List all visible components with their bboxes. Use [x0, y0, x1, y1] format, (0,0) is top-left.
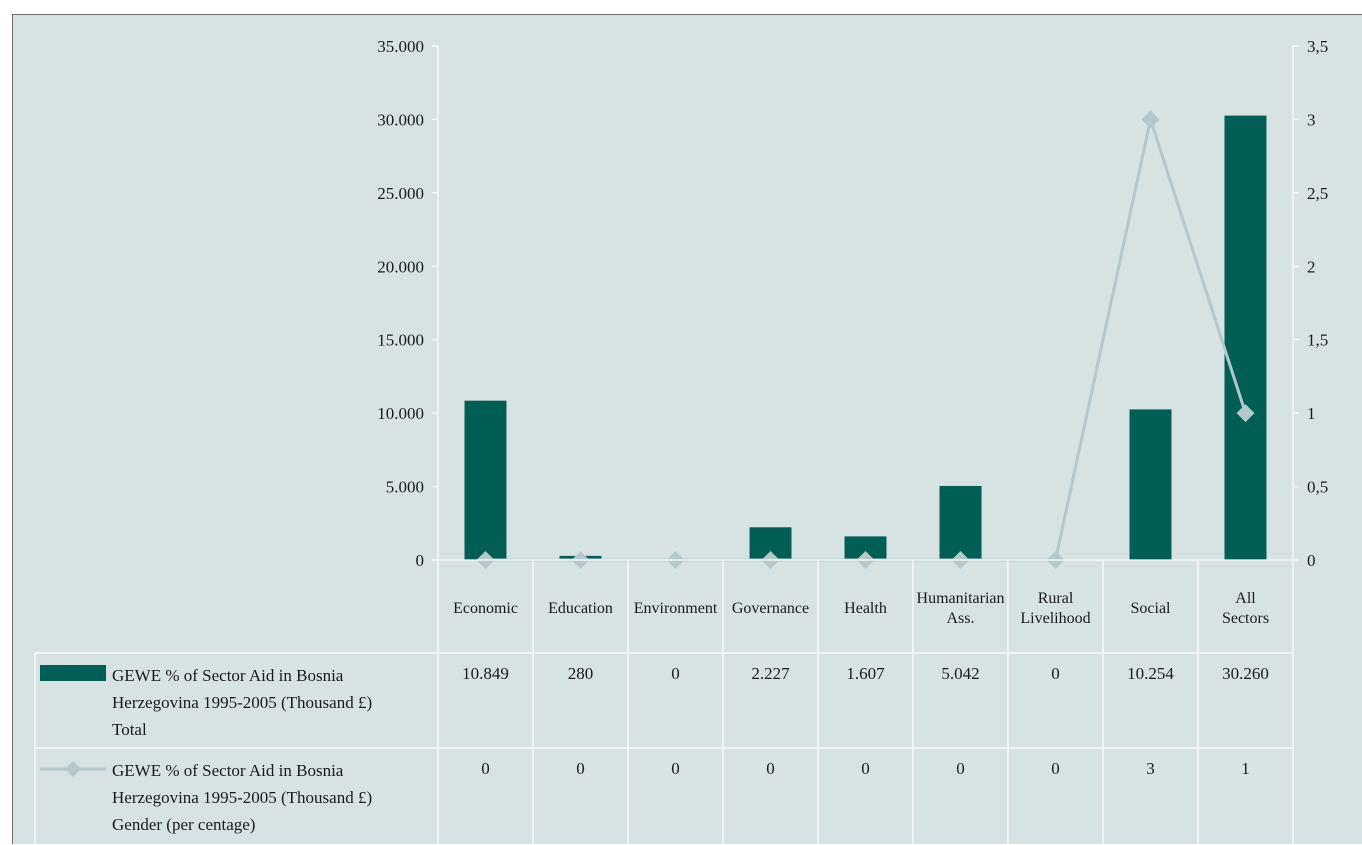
line-point [1141, 110, 1160, 129]
axes: 0 5.000 10.000 15.000 20.000 25.000 30.000 35.0… [377, 37, 1328, 570]
bar [1224, 115, 1267, 560]
table-cell-gender: 0 [481, 759, 490, 778]
category-label: Environment [634, 600, 718, 617]
right-tick-label: 1,5 [1307, 331, 1328, 350]
table-cell-total: 10.254 [1127, 664, 1174, 683]
legend-label-bar: GEWE % of Sector Aid in Bosnia [112, 666, 344, 685]
table-cell-total: 10.849 [462, 664, 509, 683]
category-label: Social [1131, 600, 1172, 617]
category-label: Health [844, 600, 887, 617]
left-tick-label: 30.000 [377, 110, 424, 129]
left-tick-label: 15.000 [377, 331, 424, 350]
table-cell-gender: 0 [576, 759, 585, 778]
table-cell-gender: 3 [1146, 759, 1155, 778]
left-tick-label: 25.000 [377, 184, 424, 203]
table-cell-total: 1.607 [846, 664, 885, 683]
combo-chart: 05.00010.00015.00020.00025.00030.00035.0… [34, 37, 1328, 845]
legend-label-line: Herzegovina 1995-2005 (Thousand £) [112, 788, 372, 807]
right-tick-label: 1 [1307, 404, 1316, 423]
table-cell-total: 5.042 [941, 664, 979, 683]
left-tick-label: 35.000 [377, 37, 424, 56]
right-tick-label: 3 [1307, 110, 1316, 129]
table-cell-gender: 1 [1241, 759, 1250, 778]
left-tick-label: 10.000 [377, 404, 424, 423]
left-tick-label: 5.000 [386, 478, 424, 497]
legend-label-line: Gender (per centage) [112, 815, 255, 834]
table-cell-total: 0 [671, 664, 680, 683]
category-label: Rural Livelihood [1020, 590, 1090, 627]
right-tick-label: 0,5 [1307, 478, 1328, 497]
legend-swatch-marker [65, 761, 81, 777]
table-cell-gender: 0 [956, 759, 965, 778]
category-label: Economic [453, 600, 518, 617]
table-cell-total: 0 [1051, 664, 1060, 683]
bar [1129, 409, 1172, 560]
legend-label-line: GEWE % of Sector Aid in Bosnia [112, 761, 344, 780]
legend-label-bar: Herzegovina 1995-2005 (Thousand £) [112, 693, 372, 712]
category-label: All Sectors [1222, 590, 1269, 627]
table-cell-total: 2.227 [751, 664, 790, 683]
table-cell-gender: 0 [861, 759, 870, 778]
data-table: Economic Education Environment Governance He… [34, 559, 1294, 845]
category-label: Governance [732, 600, 809, 617]
right-tick-label: 3,5 [1307, 37, 1328, 56]
legend-swatch-bar [40, 665, 106, 681]
bar [464, 400, 507, 560]
right-tick-label: 2 [1307, 257, 1316, 276]
line-point [1236, 404, 1255, 423]
right-tick-label: 0 [1307, 551, 1316, 570]
table-cell-total: 30.260 [1222, 664, 1269, 683]
category-label: Humanitarian Ass. [917, 590, 1005, 627]
bar [939, 485, 982, 560]
legend-label-bar: Total [112, 720, 147, 739]
bar-series [464, 115, 1267, 560]
category-label: Education [548, 600, 613, 617]
table-cell-gender: 0 [671, 759, 680, 778]
right-tick-label: 2,5 [1307, 184, 1328, 203]
table-cell-gender: 0 [1051, 759, 1060, 778]
table-cell-total: 280 [568, 664, 594, 683]
chart-container: 0 5.000 10.000 15.000 20.000 25.000 30.000 35.0… [12, 14, 1362, 845]
table-cell-gender: 0 [766, 759, 775, 778]
left-tick-label: 20.000 [377, 257, 424, 276]
bar [844, 536, 887, 560]
left-tick-label: 0 [416, 551, 425, 570]
